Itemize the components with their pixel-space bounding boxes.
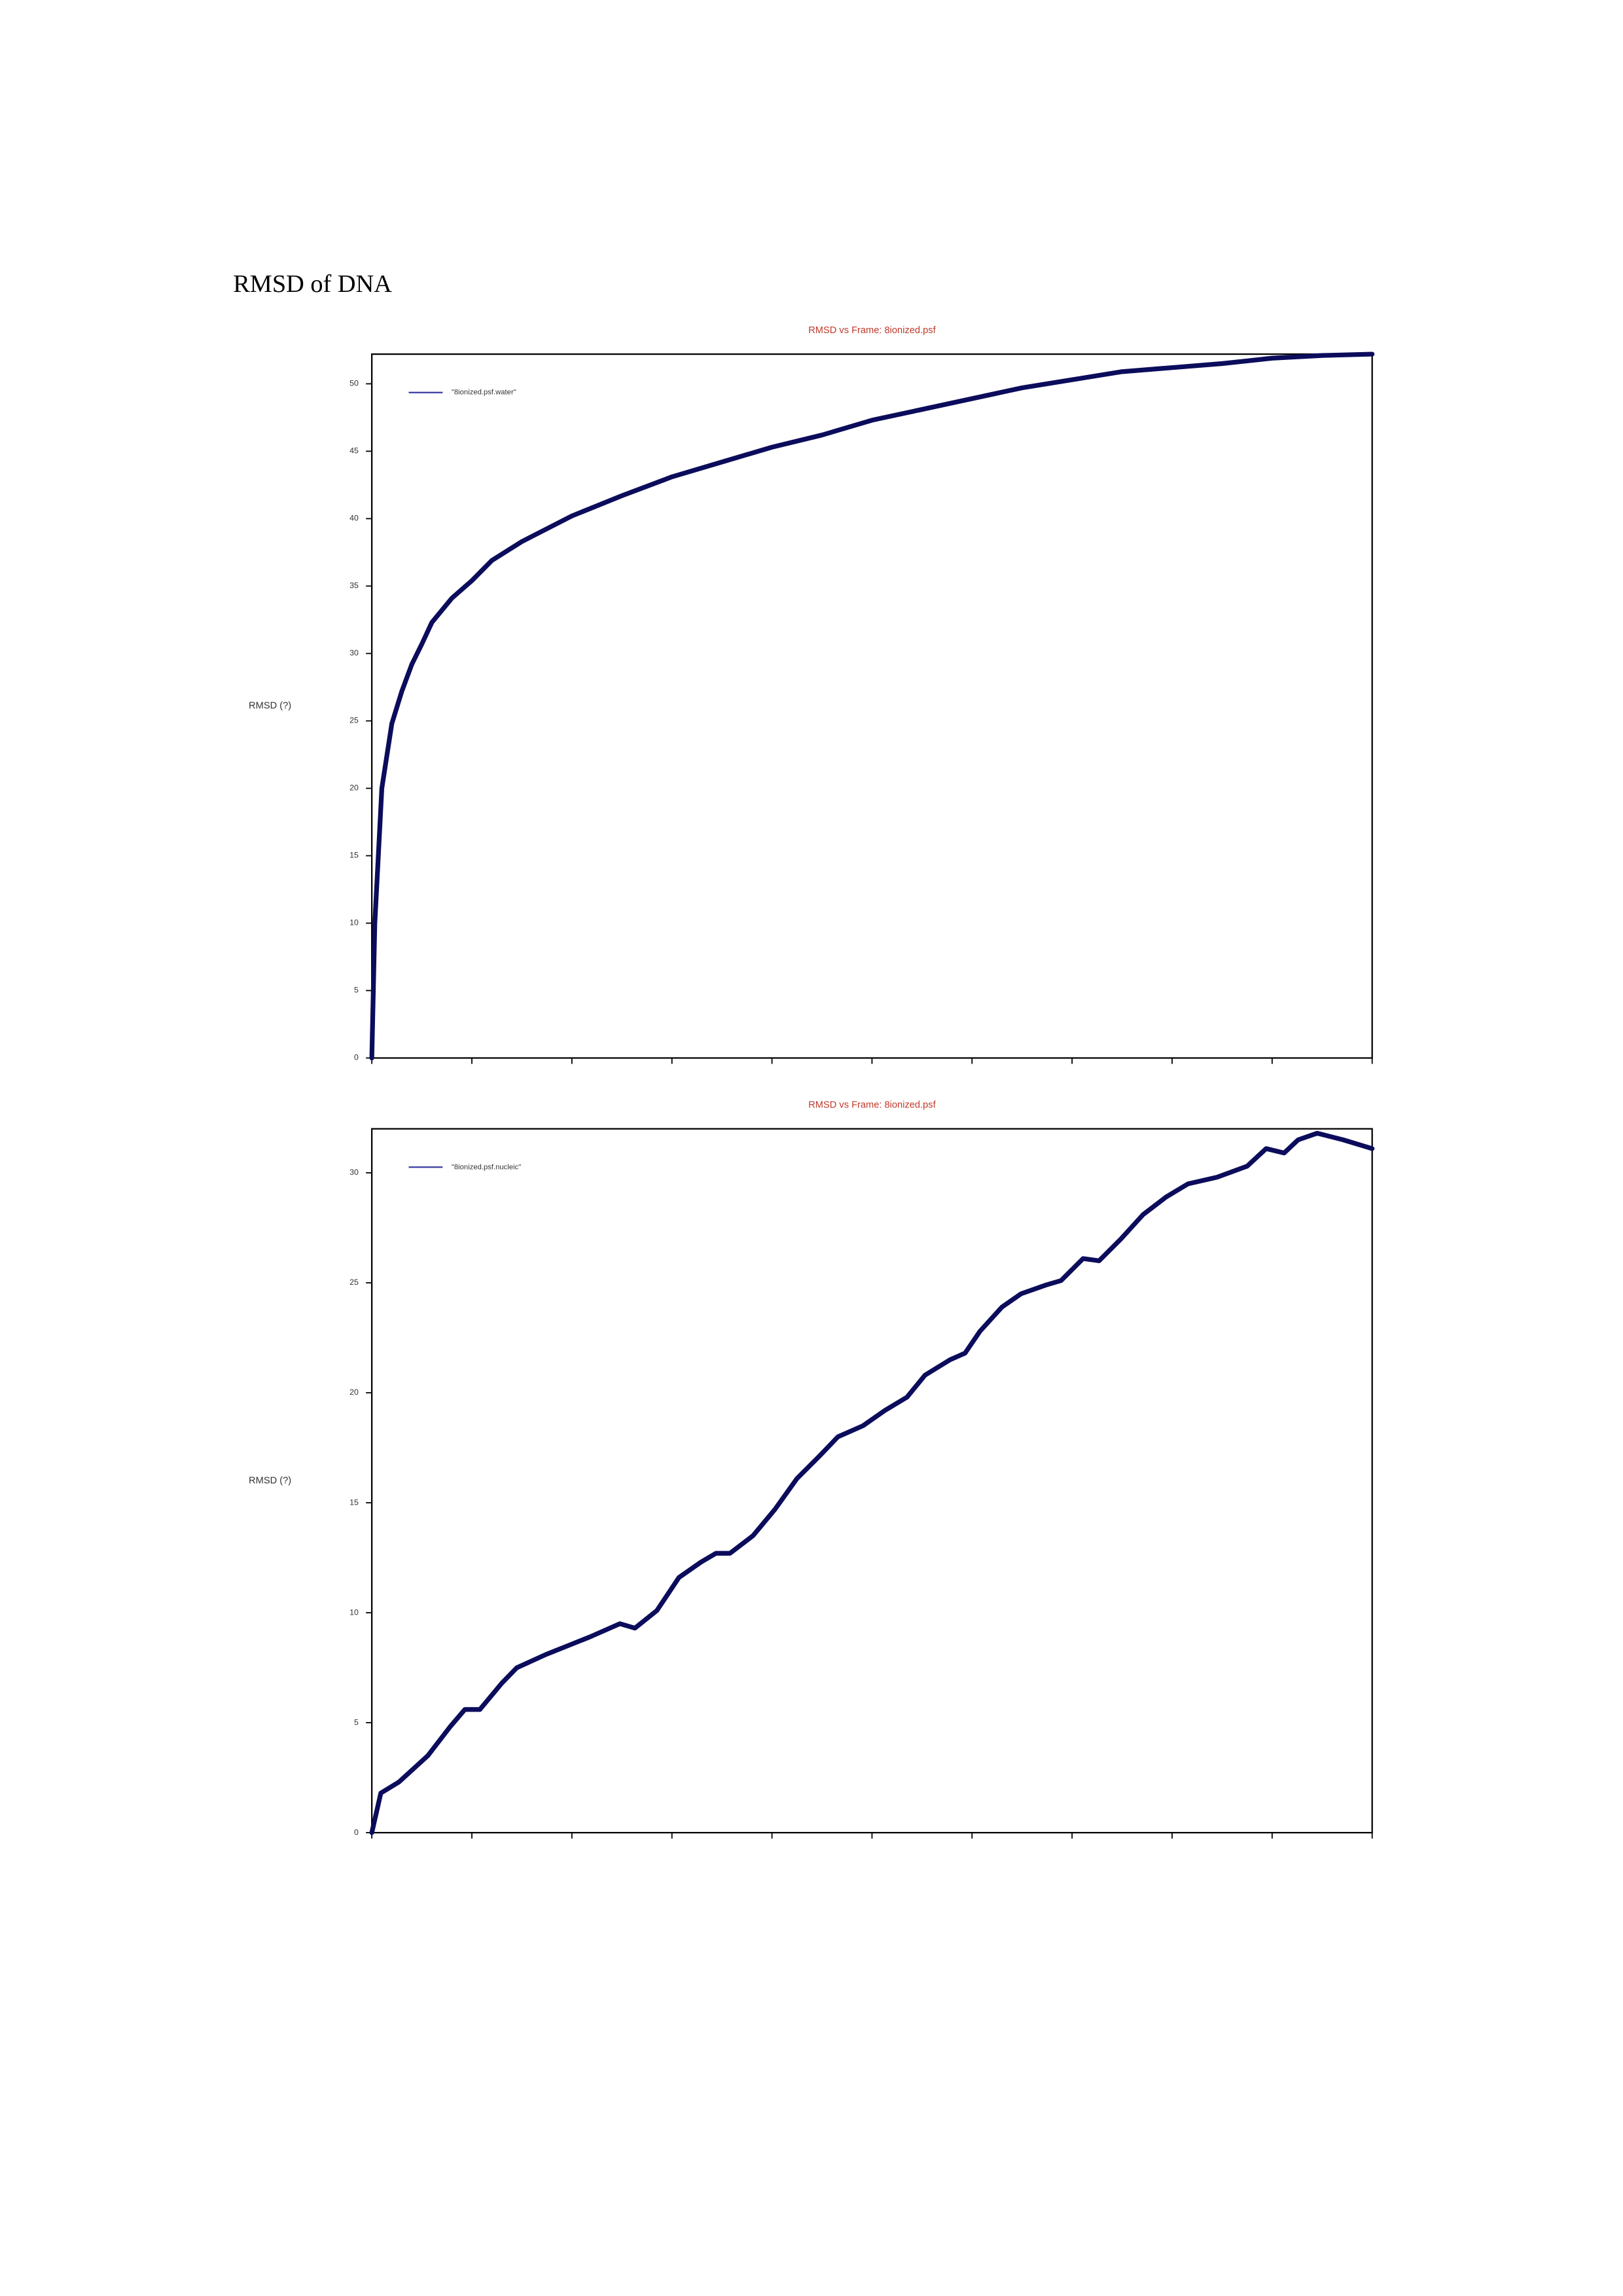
heading: RMSD of DNA <box>233 270 392 298</box>
chart-title: RMSD vs Frame: 8ionized.psf <box>808 1100 936 1110</box>
y-tick-label: 20 <box>349 783 359 793</box>
y-tick-label: 25 <box>349 716 359 725</box>
y-tick-label: 10 <box>349 1607 359 1617</box>
legend-label: "8ionized.psf.water" <box>452 389 516 397</box>
data-line <box>369 351 1375 1061</box>
y-tick-label: 30 <box>349 649 359 658</box>
y-tick-label: 20 <box>349 1388 359 1397</box>
y-tick-label: 35 <box>349 581 359 590</box>
y-tick-label: 25 <box>349 1278 359 1287</box>
y-tick-label: 0 <box>354 1827 359 1837</box>
y-tick-label: 0 <box>354 1053 359 1062</box>
y-tick-label: 50 <box>349 379 359 388</box>
data-line <box>369 1130 1375 1835</box>
plot-frame <box>371 1128 1373 1834</box>
y-tick-label: 10 <box>349 918 359 927</box>
y-tick-label: 15 <box>349 1498 359 1507</box>
y-axis-label: RMSD (?) <box>249 701 291 711</box>
y-axis-label: RMSD (?) <box>249 1475 291 1486</box>
y-tick-label: 40 <box>349 514 359 523</box>
y-tick-label: 45 <box>349 446 359 456</box>
y-tick-label: 5 <box>354 986 359 995</box>
y-tick-label: 30 <box>349 1168 359 1177</box>
plot-frame <box>371 353 1373 1059</box>
y-tick-label: 5 <box>354 1717 359 1727</box>
chart-title: RMSD vs Frame: 8ionized.psf <box>808 325 936 336</box>
y-tick-label: 15 <box>349 851 359 860</box>
legend-label: "8ionized.psf.nucleic" <box>452 1163 521 1171</box>
